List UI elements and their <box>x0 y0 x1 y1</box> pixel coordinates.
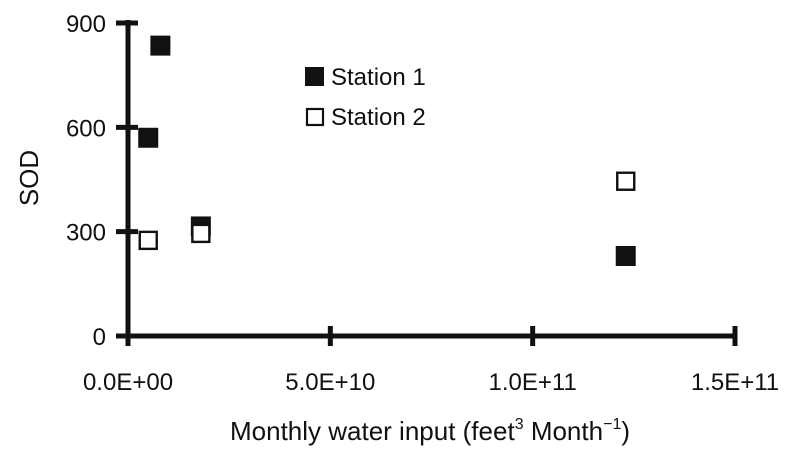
x-tick-label: 1.5E+11 <box>691 369 779 396</box>
legend-label-station-1: Station 1 <box>331 64 426 91</box>
legend-swatch-station-2 <box>305 107 325 127</box>
ticks <box>116 20 738 346</box>
legend-swatch-station-1 <box>305 67 324 86</box>
y-tick-label: 600 <box>66 115 106 142</box>
legend: Station 1 Station 2 <box>305 64 426 131</box>
legend-label-station-2: Station 2 <box>331 104 426 131</box>
tick-labels: 0.0E+00 5.0E+10 1.0E+11 1.5E+11 0 300 600 900 <box>66 11 779 396</box>
point-station-1 <box>150 35 171 56</box>
data-points <box>138 35 636 267</box>
y-tick-label: 0 <box>93 324 106 351</box>
x-axis-title: Monthly water input (feet3 Month−1) <box>230 416 630 446</box>
y-tick-label: 300 <box>66 220 106 247</box>
y-axis-title: SOD <box>14 150 44 206</box>
x-tick-label: 0.0E+00 <box>83 369 173 396</box>
point-station-2 <box>138 230 158 251</box>
axes <box>125 20 737 339</box>
point-station-2 <box>191 223 211 244</box>
y-tick-label: 900 <box>66 11 106 38</box>
x-tick-label: 1.0E+11 <box>489 369 577 396</box>
point-station-1 <box>615 246 636 267</box>
point-station-2 <box>616 171 636 191</box>
point-station-1 <box>138 127 159 148</box>
x-tick-label: 5.0E+10 <box>285 369 375 396</box>
